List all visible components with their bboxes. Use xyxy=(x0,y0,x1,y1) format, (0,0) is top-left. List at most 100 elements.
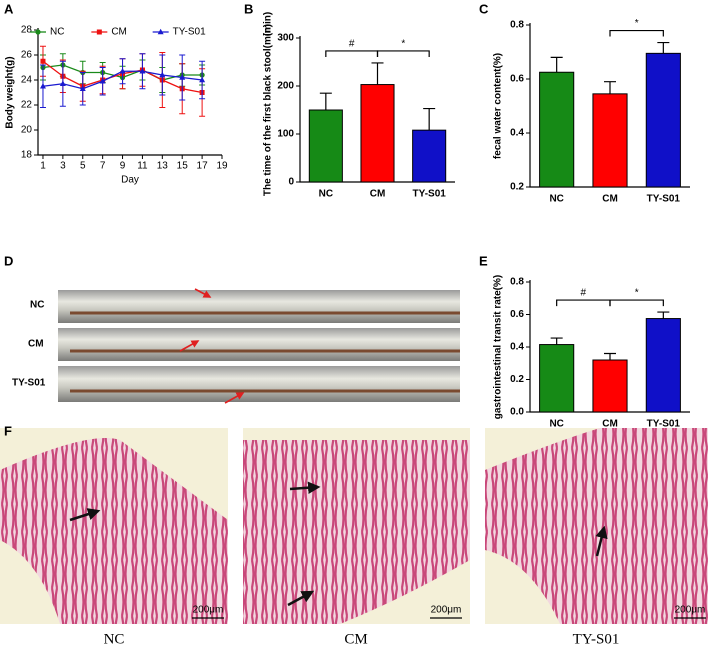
legend-label: NC xyxy=(50,27,64,38)
significance-label: * xyxy=(635,18,639,29)
marker xyxy=(79,85,86,91)
y-tick-label: 0.6 xyxy=(510,309,524,320)
x-tick-label: CM xyxy=(370,189,386,200)
marker xyxy=(139,68,146,74)
y-tick-label: 200 xyxy=(277,81,294,92)
legend-marker xyxy=(96,29,102,35)
y-axis-unit: (min) xyxy=(263,12,274,36)
marker xyxy=(179,74,186,80)
x-tick-label: 1 xyxy=(40,161,46,172)
error-bar xyxy=(550,337,563,345)
x-tick-label: TY-S01 xyxy=(647,194,681,205)
panel-label: F xyxy=(4,423,12,438)
y-tick-label: 0 xyxy=(288,177,294,188)
y-axis-label: gastrointestinal transit rate(%) xyxy=(493,275,504,419)
x-tick-label: TY-S01 xyxy=(412,189,446,200)
error-bar xyxy=(371,62,384,85)
y-tick-label: 18 xyxy=(21,150,33,161)
significance-bracket xyxy=(609,299,664,307)
y-tick-label: 24 xyxy=(21,75,33,86)
bar xyxy=(645,318,681,413)
x-tick-label: CM xyxy=(602,194,618,205)
legend-label: CM xyxy=(111,27,127,38)
y-tick-label: 100 xyxy=(277,129,294,140)
y-tick-label: 26 xyxy=(21,50,33,61)
error-bar xyxy=(604,81,616,94)
image-caption: CM xyxy=(344,631,367,647)
significance-label: * xyxy=(401,39,405,50)
marker xyxy=(159,71,166,78)
intestine-photo xyxy=(58,288,460,404)
error-bar xyxy=(604,352,616,360)
error-bar xyxy=(423,107,436,131)
histology-photo xyxy=(0,428,708,624)
x-tick-label: NC xyxy=(549,194,563,205)
x-tick-label: 17 xyxy=(197,161,209,172)
y-tick-label: 28 xyxy=(21,25,33,36)
panel-label: E xyxy=(479,253,488,268)
x-axis-label: Day xyxy=(121,175,139,186)
scale-bar-label: 200μm xyxy=(675,605,706,616)
y-tick-label: 0.8 xyxy=(510,20,524,31)
panel-label: B xyxy=(244,1,253,16)
bar xyxy=(592,93,628,188)
bar xyxy=(308,109,343,183)
scale-bar-label: 200μm xyxy=(193,605,224,616)
bar xyxy=(592,359,628,413)
x-tick-label: 3 xyxy=(60,161,66,172)
y-tick-label: 0.2 xyxy=(510,374,524,385)
y-tick-label: 0.0 xyxy=(510,407,524,418)
significance-bracket xyxy=(609,29,664,37)
bar xyxy=(645,52,681,188)
x-tick-label: 9 xyxy=(120,161,126,172)
marker xyxy=(59,80,66,86)
significance-label: # xyxy=(581,288,587,299)
y-axis-label: Body weight(g) xyxy=(5,56,16,128)
legend-label: TY-S01 xyxy=(173,27,206,38)
y-tick-label: 22 xyxy=(21,100,33,111)
panel-label: D xyxy=(4,253,13,268)
significance-bracket xyxy=(556,299,611,307)
y-tick-label: 0.4 xyxy=(510,342,524,353)
significance-label: # xyxy=(349,39,355,50)
significance-bracket xyxy=(376,50,430,57)
y-tick-label: 0.2 xyxy=(510,182,524,193)
y-tick-label: 0.4 xyxy=(510,128,524,139)
error-bar xyxy=(319,92,332,110)
x-tick-label: 7 xyxy=(100,161,106,172)
panel-label: A xyxy=(4,1,14,16)
error-bar xyxy=(550,56,563,73)
legend-marker xyxy=(35,29,41,35)
x-tick-label: NC xyxy=(319,189,333,200)
error-bar xyxy=(657,311,670,319)
panel-label: C xyxy=(479,1,489,16)
significance-label: * xyxy=(635,288,639,299)
bar xyxy=(412,129,447,183)
row-label: TY-S01 xyxy=(12,378,46,389)
y-tick-label: 20 xyxy=(21,125,33,136)
x-tick-label: CM xyxy=(602,419,618,430)
y-tick-label: 0.8 xyxy=(510,277,524,288)
y-tick-label: 0.6 xyxy=(510,74,524,85)
image-caption: NC xyxy=(104,631,125,647)
bar xyxy=(539,71,575,188)
x-tick-label: 13 xyxy=(157,161,169,172)
x-tick-label: 19 xyxy=(216,161,228,172)
x-tick-label: TY-S01 xyxy=(647,419,681,430)
marker xyxy=(40,58,46,64)
bar xyxy=(539,344,575,413)
y-axis-label: fecal water content(%) xyxy=(493,53,504,159)
image-caption: TY-S01 xyxy=(573,631,620,647)
marker xyxy=(39,83,46,89)
row-label: CM xyxy=(28,339,44,350)
marker xyxy=(119,68,126,74)
x-tick-label: 5 xyxy=(80,161,86,172)
legend-marker xyxy=(157,28,164,35)
error-bar xyxy=(657,41,670,54)
marker xyxy=(199,76,206,83)
y-tick-label: 300 xyxy=(277,33,294,44)
row-label: NC xyxy=(30,300,44,311)
bar xyxy=(360,84,395,183)
significance-bracket xyxy=(325,50,379,57)
